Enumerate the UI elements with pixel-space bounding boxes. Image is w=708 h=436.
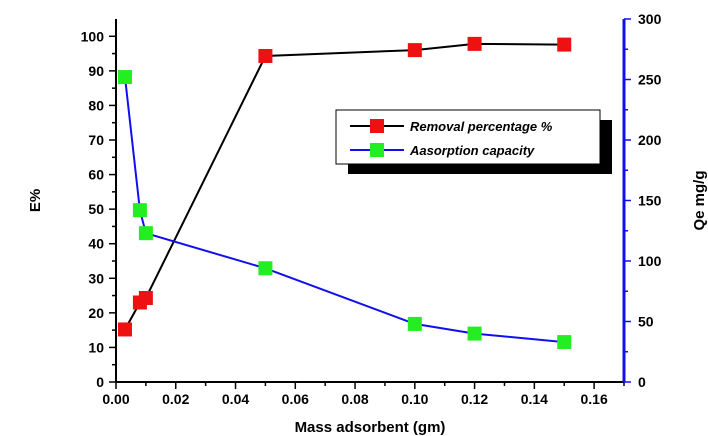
data-point [407,316,422,331]
series-line [124,42,565,330]
y-tick-label: 40 [88,236,104,252]
series-1 [117,36,572,337]
y2-tick-label: 300 [638,11,662,27]
data-point [258,48,273,63]
y-tick-label: 70 [88,132,104,148]
legend-marker [370,119,384,133]
y-tick-label: 10 [88,339,104,355]
y2-tick-label: 50 [638,314,654,330]
data-point [138,290,153,305]
y2-axis-title: Qe mg/g [691,170,708,230]
y2-tick-label: 0 [638,374,646,390]
data-point [132,203,147,218]
data-point [117,322,132,337]
data-point [467,36,482,51]
x-tick-label: 0.00 [102,391,129,407]
data-point [117,70,132,85]
legend: Removal percentage % Aasorption capacity [335,109,612,174]
series-layer [117,36,572,350]
y-tick-label: 0 [96,374,104,390]
legend-label: Removal percentage % [410,119,553,134]
x-tick-label: 0.12 [461,391,488,407]
x-tick-label: 0.14 [521,391,548,407]
x-tick-label: 0.16 [580,391,607,407]
y-axis-title: E% [27,189,44,212]
y-tick-label: 100 [81,28,105,44]
x-tick-label: 0.02 [162,391,189,407]
x-tick-label: 0.06 [282,391,309,407]
data-point [557,37,572,52]
y2-tick-label: 200 [638,132,662,148]
data-point [467,326,482,341]
data-point [407,43,422,58]
legend-marker [370,143,384,157]
y-tick-label: 90 [88,63,104,79]
y-tick-label: 80 [88,97,104,113]
y2-tick-label: 250 [638,72,662,88]
x-tick-label: 0.04 [222,391,249,407]
y-tick-label: 20 [88,305,104,321]
legend-label: Aasorption capacity [409,143,535,158]
data-point [258,261,273,276]
x-axis-title: Mass adsorbent (gm) [295,419,446,436]
data-point [138,226,153,241]
y2-tick-label: 150 [638,193,662,209]
y-tick-label: 50 [88,201,104,217]
x-tick-label: 0.08 [341,391,368,407]
y-tick-label: 60 [88,167,104,183]
data-point [557,335,572,350]
series-2 [117,70,572,350]
x-tick-label: 0.10 [401,391,428,407]
y-tick-label: 30 [88,270,104,286]
axes: 0.00 0.02 0.04 0.06 0.08 0.10 0.12 0.14 0.16 0 10 2… [81,11,662,407]
y2-tick-label: 100 [638,253,662,269]
